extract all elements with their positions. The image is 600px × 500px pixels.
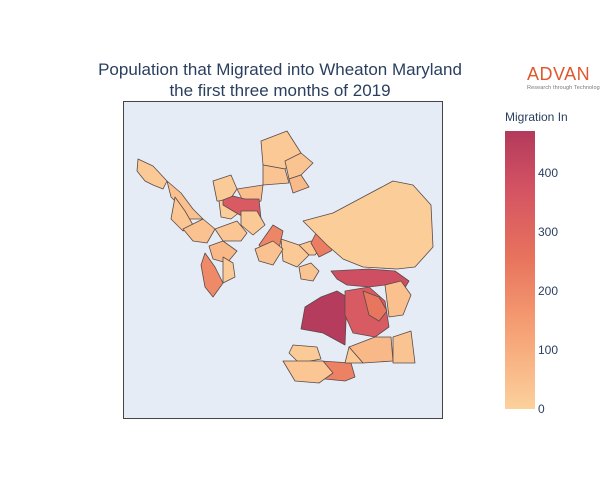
map-region[interactable] xyxy=(288,344,322,364)
map-region[interactable] xyxy=(384,280,412,318)
map-region[interactable] xyxy=(214,220,248,242)
chart-title-line-1: Population that Migrated into Wheaton Ma… xyxy=(98,60,462,79)
colorbar-tick-0: 0 xyxy=(538,402,545,416)
choropleth-map[interactable] xyxy=(123,101,443,419)
map-region[interactable] xyxy=(344,346,364,364)
map-region[interactable] xyxy=(212,174,238,202)
map-region[interactable] xyxy=(208,240,238,264)
map-region[interactable] xyxy=(182,218,216,244)
colorbar-title: Migration In xyxy=(505,110,568,124)
chart-title: Population that Migrated into Wheaton Ma… xyxy=(40,59,520,101)
advan-logo: ADVAN Research through Technology xyxy=(527,64,600,91)
chart-title-line-2: the first three months of 2019 xyxy=(169,81,391,100)
colorbar-tick-100: 100 xyxy=(538,343,559,357)
map-region[interactable] xyxy=(300,290,348,346)
map-region[interactable] xyxy=(262,164,290,186)
map-region[interactable] xyxy=(200,252,224,298)
map-region[interactable] xyxy=(166,180,204,220)
map-region[interactable] xyxy=(254,240,284,266)
colorbar-tick-200: 200 xyxy=(538,284,559,298)
map-region[interactable] xyxy=(302,180,434,270)
map-region[interactable] xyxy=(282,360,334,384)
map-region[interactable] xyxy=(222,256,236,284)
map-region[interactable] xyxy=(288,174,310,194)
map-region[interactable] xyxy=(280,238,310,268)
map-region[interactable] xyxy=(392,330,416,364)
map-region[interactable] xyxy=(298,262,320,282)
map-region[interactable] xyxy=(136,158,168,190)
map-region[interactable] xyxy=(362,290,388,322)
logo-wordmark: ADVAN xyxy=(527,64,591,84)
colorbar-tick-300: 300 xyxy=(538,225,559,239)
colorbar-tick-400: 400 xyxy=(538,166,559,180)
map-region[interactable] xyxy=(240,210,266,236)
logo-tagline: Research through Technology xyxy=(527,85,600,91)
colorbar xyxy=(505,131,535,409)
map-region[interactable] xyxy=(284,152,314,180)
